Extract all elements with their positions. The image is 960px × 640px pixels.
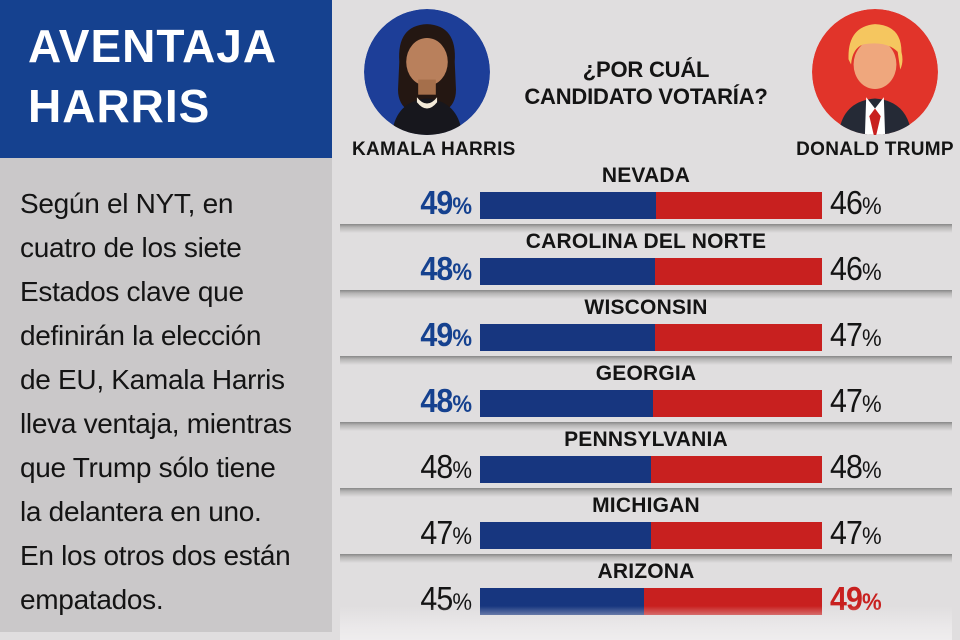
headline-box: AVENTAJA HARRIS (0, 0, 332, 158)
harris-value: 49% (420, 316, 472, 353)
headline-line-1: AVENTAJA (28, 20, 278, 72)
trump-bar-segment (654, 323, 822, 351)
candidate-trump: DONALD TRUMP (795, 0, 955, 161)
harris-value: 48% (420, 382, 472, 419)
poll-row: MICHIGAN 47% 47% (340, 488, 952, 554)
poll-row: GEORGIA 48% 47% (340, 356, 952, 422)
poll-bar (480, 587, 822, 615)
candidates-header: KAMALA HARRIS ¿POR CUÁL CANDIDATO VOTARÍ… (340, 0, 955, 161)
poll-bar-line: 45% 49% (340, 580, 952, 617)
poll-rows: NEVADA 49% 46% CAROLINA DEL NORTE 48% 46% WISC… (340, 158, 952, 620)
trump-bar-segment (654, 257, 822, 285)
trump-bar-segment (651, 455, 822, 483)
left-panel: AVENTAJA HARRIS Según el NYT, en cuatro … (0, 0, 332, 632)
poll-row: CAROLINA DEL NORTE 48% 46% (340, 224, 952, 290)
trump-value: 49% (830, 580, 882, 617)
poll-bar (480, 389, 822, 417)
harris-bar-segment (480, 191, 657, 219)
harris-value: 47% (420, 514, 472, 551)
summary-line: Estados clave que (20, 276, 244, 307)
poll-bar (480, 455, 822, 483)
poll-bar-line: 48% 46% (340, 250, 952, 287)
poll-bar (480, 257, 822, 285)
trump-value: 47% (830, 382, 882, 419)
summary-line: En los otros dos están (20, 540, 291, 571)
summary-line: cuatro de los siete (20, 232, 242, 263)
state-name: NEVADA (601, 164, 691, 187)
poll-question-line: ¿POR CUÁL (582, 57, 710, 82)
poll-question-line: CANDIDATO VOTARÍA? (524, 84, 768, 109)
poll-bar-line: 48% 47% (340, 382, 952, 419)
poll-row: PENNSYLVANIA 48% 48% (340, 422, 952, 488)
harris-name-label: KAMALA HARRIS (352, 139, 516, 160)
trump-value: 46% (830, 184, 882, 221)
harris-bar-segment (480, 257, 655, 285)
harris-bar-segment (480, 455, 651, 483)
summary-line: empatados. (20, 584, 164, 615)
headline-line-2: HARRIS (28, 80, 211, 132)
state-name: WISCONSIN (584, 296, 708, 319)
poll-row: NEVADA 49% 46% (340, 158, 952, 224)
trump-bar-segment (651, 521, 822, 549)
poll-bar (480, 191, 822, 219)
summary-text: Según el NYT, en cuatro de los siete Est… (0, 158, 332, 622)
poll-bar (480, 323, 822, 351)
harris-value: 45% (420, 580, 472, 617)
summary-line: la delantera en uno. (20, 496, 262, 527)
harris-bar-segment (480, 521, 651, 549)
harris-bar-segment (480, 587, 644, 615)
candidate-harris: KAMALA HARRIS (352, 0, 516, 161)
summary-line: de EU, Kamala Harris (20, 364, 285, 395)
trump-bar-segment (652, 389, 822, 417)
poll-bar-line: 49% 46% (340, 184, 952, 221)
harris-bar-segment (480, 323, 655, 351)
poll-bar-line: 49% 47% (340, 316, 952, 353)
trump-bar-segment (643, 587, 822, 615)
harris-bar-segment (480, 389, 653, 417)
poll-row: ARIZONA 45% 49% (340, 554, 952, 620)
state-name: MICHIGAN (592, 494, 700, 517)
trump-name-label: DONALD TRUMP (796, 139, 954, 160)
state-name: PENNSYLVANIA (564, 428, 728, 451)
summary-line: Según el NYT, en (20, 188, 234, 219)
kamala-harris-photo (364, 9, 490, 135)
trump-value: 47% (830, 514, 882, 551)
summary-line: que Trump sólo tiene (20, 452, 276, 483)
state-name: CAROLINA DEL NORTE (525, 230, 767, 253)
summary-line: definirán la elección (20, 320, 262, 351)
poll-row: WISCONSIN 49% 47% (340, 290, 952, 356)
harris-value: 48% (420, 250, 472, 287)
trump-bar-segment (656, 191, 822, 219)
poll-question: ¿POR CUÁL CANDIDATO VOTARÍA? (515, 56, 777, 110)
poll-panel: KAMALA HARRIS ¿POR CUÁL CANDIDATO VOTARÍ… (340, 0, 955, 640)
poll-bar (480, 521, 822, 549)
state-name: GEORGIA (595, 362, 697, 385)
trump-value: 46% (830, 250, 882, 287)
donald-trump-photo (812, 9, 938, 135)
summary-line: lleva ventaja, mientras (20, 408, 292, 439)
trump-value: 48% (830, 448, 882, 485)
trump-value: 47% (830, 316, 882, 353)
poll-bar-line: 47% 47% (340, 514, 952, 551)
harris-value: 48% (420, 448, 472, 485)
state-name: ARIZONA (597, 560, 695, 583)
poll-bar-line: 48% 48% (340, 448, 952, 485)
harris-value: 49% (420, 184, 472, 221)
